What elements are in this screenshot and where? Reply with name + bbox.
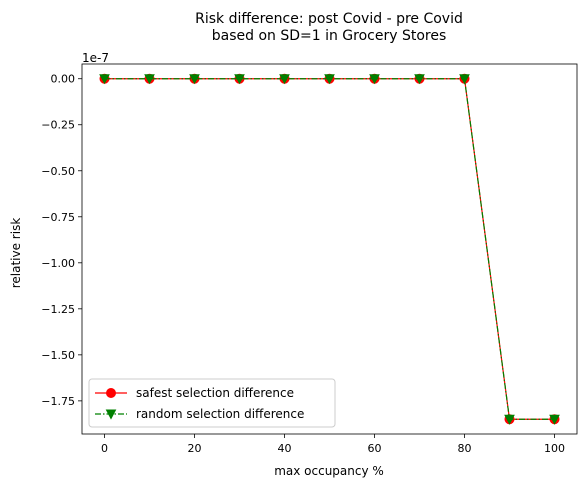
plot-frame	[81, 63, 578, 435]
y-tick-label: 0.00	[51, 73, 76, 86]
y-tick-label: −1.00	[41, 257, 75, 270]
y-offset-label: 1e-7	[82, 51, 109, 65]
data-point	[234, 74, 245, 85]
y-tick-label: −0.50	[41, 165, 75, 178]
legend-label: safest selection difference	[136, 386, 294, 400]
axes: 0 20 40 60 80 100 0.00 −0.25 −0.50 −0.75 −1.00 −1.2…	[41, 63, 578, 455]
data-point	[324, 74, 335, 85]
series-line	[104, 78, 555, 420]
y-tick-label: −1.75	[41, 395, 75, 408]
data-point	[144, 74, 155, 85]
chart-title-line2: based on SD=1 in Grocery Stores	[212, 28, 447, 44]
x-tick-label: 40	[278, 442, 292, 455]
x-tick-label: 100	[544, 442, 565, 455]
series-safest-selection	[99, 73, 560, 425]
x-tick-label: 0	[101, 442, 108, 455]
data-point	[504, 414, 515, 425]
x-tick-label: 80	[458, 442, 472, 455]
x-tick-label: 60	[368, 442, 382, 455]
legend-marker	[105, 409, 117, 420]
y-tick-label: −0.25	[41, 119, 75, 132]
y-tick-label: −1.25	[41, 303, 75, 316]
series-random-selection	[99, 74, 560, 425]
data-point	[369, 74, 380, 85]
series-group	[99, 73, 560, 425]
legend-label: random selection difference	[136, 407, 304, 421]
legend-marker	[106, 388, 116, 398]
data-point	[459, 74, 470, 85]
data-point	[189, 74, 200, 85]
legend: safest selection difference random select…	[88, 378, 336, 428]
x-tick-label: 20	[188, 442, 202, 455]
chart-title-line1: Risk difference: post Covid - pre Covid	[195, 11, 463, 27]
x-axis-label: max occupancy %	[274, 464, 384, 478]
y-axis-label: relative risk	[9, 218, 23, 289]
data-point	[549, 414, 560, 425]
data-point	[99, 74, 110, 85]
y-tick-label: −1.50	[41, 349, 75, 362]
data-point	[414, 74, 425, 85]
legend-box	[88, 378, 336, 428]
data-point	[279, 74, 290, 85]
y-tick-label: −0.75	[41, 211, 75, 224]
